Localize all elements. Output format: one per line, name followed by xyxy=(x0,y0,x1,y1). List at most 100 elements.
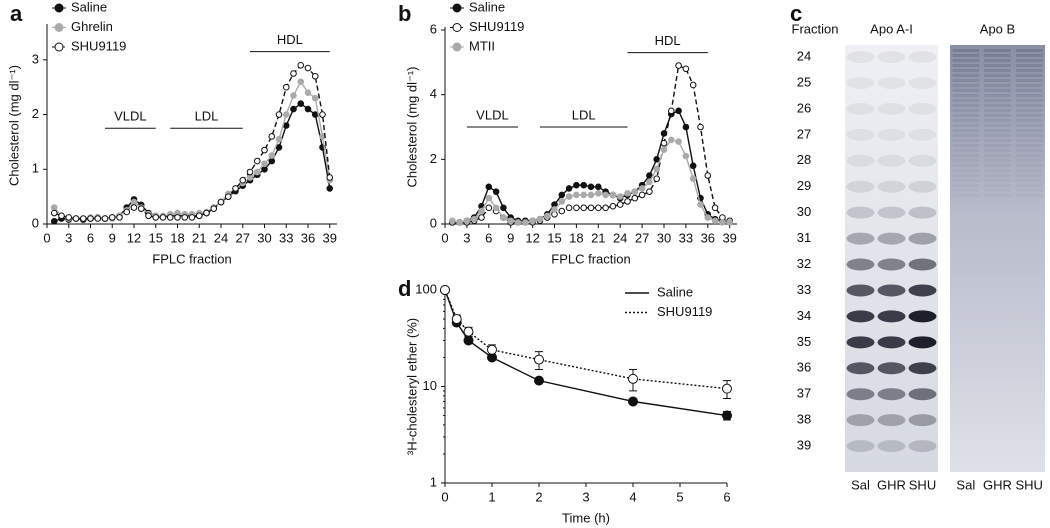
data-point xyxy=(166,214,174,221)
smear xyxy=(984,179,1011,182)
smear xyxy=(984,109,1011,112)
data-point xyxy=(188,214,196,221)
legend-marker xyxy=(54,3,64,13)
x-axis-label: FPLC fraction xyxy=(551,251,630,266)
smear xyxy=(952,74,980,77)
data-point xyxy=(711,217,719,225)
lane-label: GHR xyxy=(983,477,1012,492)
smear xyxy=(1015,159,1043,162)
data-point xyxy=(711,204,719,212)
x-tick-label: 21 xyxy=(192,230,206,245)
x-tick-label: 15 xyxy=(547,230,561,245)
fraction-label: 34 xyxy=(797,308,811,323)
x-tick-label: 39 xyxy=(722,230,736,245)
data-point xyxy=(565,204,573,212)
y-axis-label: Cholesterol (mg dl⁻¹) xyxy=(6,65,21,186)
data-point xyxy=(275,144,283,151)
smear xyxy=(1015,154,1043,157)
smear xyxy=(952,194,980,197)
data-point xyxy=(682,65,690,73)
x-tick-label: 9 xyxy=(109,230,116,245)
smear xyxy=(952,184,980,187)
smear xyxy=(984,49,1011,52)
data-point xyxy=(224,193,232,200)
lane-label: Sal xyxy=(851,477,870,492)
x-tick-label: 18 xyxy=(569,230,583,245)
smear xyxy=(1015,149,1043,152)
x-tick-label: 36 xyxy=(701,230,715,245)
lane-label: Sal xyxy=(956,477,975,492)
blot-title: Apo A-I xyxy=(870,21,913,36)
data-point xyxy=(565,185,573,192)
smear xyxy=(952,174,980,177)
y-tick-label: 0 xyxy=(32,215,39,230)
legend-label: Saline xyxy=(469,0,505,14)
x-tick-label: 6 xyxy=(87,230,94,245)
y-tick-label: 4 xyxy=(430,86,437,101)
smear xyxy=(1015,184,1043,187)
data-point xyxy=(689,162,697,170)
fraction-header: Fraction xyxy=(792,21,839,36)
data-point xyxy=(668,107,675,115)
smear xyxy=(952,134,980,137)
data-point xyxy=(463,335,474,346)
band xyxy=(877,440,906,453)
band xyxy=(846,180,875,193)
smear xyxy=(1015,129,1043,132)
band xyxy=(846,440,875,453)
data-point xyxy=(551,206,558,213)
data-point xyxy=(616,193,624,200)
data-point xyxy=(565,193,573,200)
smear xyxy=(952,129,980,132)
smear xyxy=(952,114,980,117)
data-point xyxy=(602,191,609,199)
data-point xyxy=(152,214,160,221)
data-point xyxy=(326,185,334,192)
fraction-label: 33 xyxy=(797,282,811,297)
data-point xyxy=(719,219,726,226)
smear xyxy=(952,139,980,142)
fraction-label: 25 xyxy=(797,74,811,89)
x-tick-label: 30 xyxy=(657,230,671,245)
data-point xyxy=(159,214,167,221)
series-line xyxy=(54,102,331,222)
data-point xyxy=(668,136,675,144)
x-tick-label: 5 xyxy=(676,489,683,504)
data-point xyxy=(624,198,631,205)
x-tick-label: 0 xyxy=(43,230,50,245)
legend-label: SHU9119 xyxy=(657,304,712,319)
x-tick-label: 33 xyxy=(679,230,693,245)
x-tick-label: 1 xyxy=(488,489,495,504)
data-point xyxy=(682,152,690,160)
data-point xyxy=(485,204,493,212)
band xyxy=(908,284,937,297)
x-tick-label: 15 xyxy=(149,230,163,245)
x-tick-label: 24 xyxy=(214,230,228,245)
data-point xyxy=(689,81,697,89)
y-tick-label: 0 xyxy=(430,215,437,230)
x-tick-label: 27 xyxy=(635,230,649,245)
lane-label: SHU xyxy=(1015,477,1042,492)
panel-label: d xyxy=(398,276,411,301)
data-point xyxy=(130,198,138,206)
x-tick-label: 4 xyxy=(629,489,636,504)
data-point xyxy=(246,168,254,176)
fraction-label: 28 xyxy=(797,152,811,167)
smear xyxy=(952,189,980,192)
data-point xyxy=(536,215,544,223)
data-point xyxy=(646,172,653,179)
smear xyxy=(952,69,980,72)
data-point xyxy=(130,204,138,211)
data-point xyxy=(487,344,497,355)
data-point xyxy=(529,217,536,225)
fraction-label: 35 xyxy=(797,334,811,349)
data-point xyxy=(580,191,588,199)
x-tick-label: 33 xyxy=(279,230,293,245)
data-point xyxy=(319,111,326,118)
y-tick-label: 6 xyxy=(430,21,437,36)
smear xyxy=(1015,194,1043,197)
data-point xyxy=(573,191,580,199)
data-point xyxy=(485,194,493,202)
data-point xyxy=(534,375,544,386)
smear xyxy=(984,104,1011,107)
